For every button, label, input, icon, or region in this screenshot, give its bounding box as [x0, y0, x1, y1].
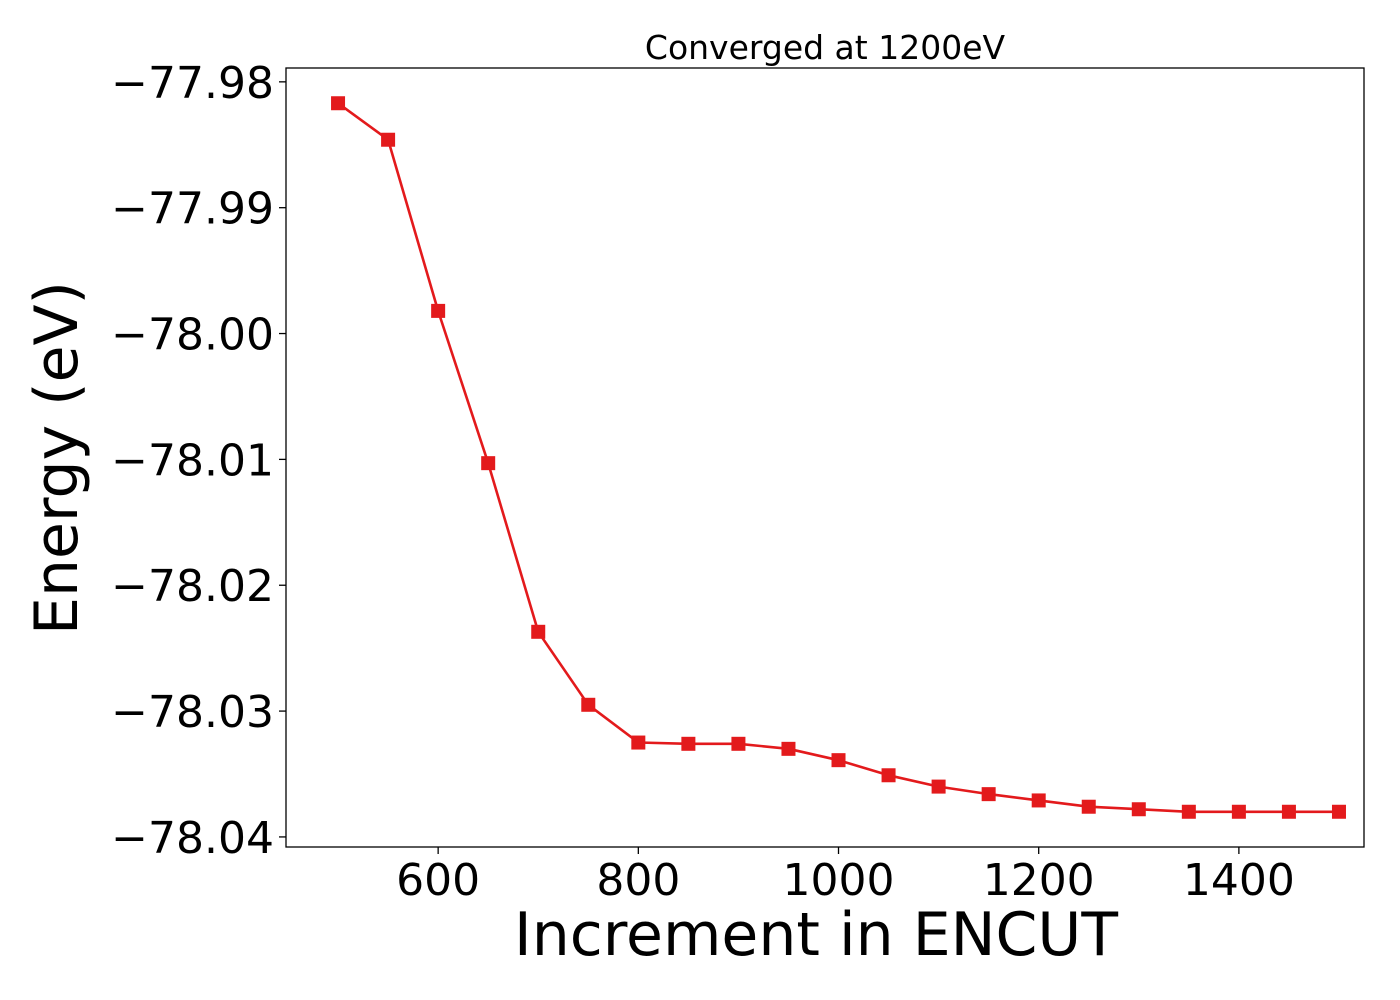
data-point-marker	[1231, 804, 1246, 819]
y-axis-label: Energy (eV)	[22, 281, 92, 635]
data-point-marker	[1081, 799, 1096, 814]
data-point-marker	[1281, 804, 1296, 819]
x-tick-label: 1000	[783, 855, 895, 906]
y-tick-label: −77.99	[111, 184, 274, 235]
y-tick-label: −77.98	[111, 58, 274, 109]
x-tick-label: 800	[596, 855, 680, 906]
data-point-marker	[481, 456, 496, 471]
y-tick-label: −78.03	[111, 687, 274, 738]
x-tick-label: 1200	[983, 855, 1095, 906]
y-tick-label: −78.01	[111, 435, 274, 486]
data-point-marker	[581, 697, 596, 712]
data-point-marker	[831, 753, 846, 768]
data-point-marker	[431, 303, 446, 318]
x-axis-label: Increment in ENCUT	[514, 900, 1118, 970]
y-tick-label: −78.04	[111, 813, 274, 864]
data-point-marker	[931, 779, 946, 794]
data-point-marker	[881, 768, 896, 783]
x-tick-label: 1400	[1183, 855, 1295, 906]
data-point-marker	[981, 787, 996, 802]
y-tick-label: −78.02	[111, 561, 274, 612]
data-point-marker	[1181, 804, 1196, 819]
x-tick-label: 600	[396, 855, 480, 906]
data-point-marker	[781, 741, 796, 756]
plot-frame	[285, 67, 1365, 848]
data-point-marker	[531, 624, 546, 639]
data-point-marker	[1331, 804, 1346, 819]
chart-title: Converged at 1200eV	[645, 28, 1006, 67]
plot-area: 600 800 1000 1200 1400 −77.98 −77.99 −78.00 −78.…	[111, 58, 1365, 906]
data-point-marker	[731, 736, 746, 751]
data-point-marker	[381, 132, 396, 147]
data-point-marker	[1031, 793, 1046, 808]
data-point-marker	[1131, 802, 1146, 817]
data-point-marker	[331, 96, 346, 111]
data-point-marker	[631, 735, 646, 750]
data-point-marker	[681, 736, 696, 751]
y-tick-label: −78.00	[111, 310, 274, 361]
